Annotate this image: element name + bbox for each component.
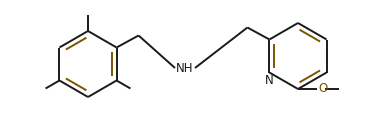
Text: NH: NH <box>176 61 194 74</box>
Text: O: O <box>318 83 327 96</box>
Text: N: N <box>265 73 274 86</box>
